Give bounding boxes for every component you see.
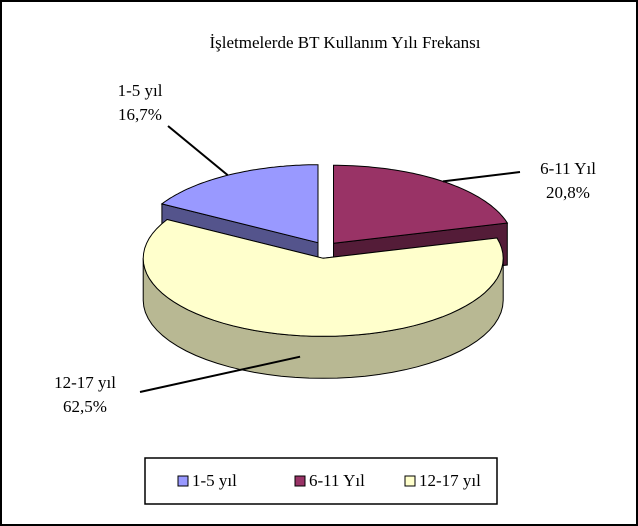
pie-slice: [333, 164, 509, 244]
data-label-value: 62,5%: [63, 397, 107, 416]
legend-box: [144, 457, 498, 505]
chart-title: İşletmelerde BT Kullanım Yılı Frekansı: [209, 33, 480, 52]
legend-label: 1-5 yıl: [192, 471, 237, 490]
data-label-category: 6-11 Yıl: [540, 159, 596, 178]
legend-label: 12-17 yıl: [419, 471, 481, 490]
pie-slice: [142, 218, 504, 337]
data-label-value: 16,7%: [118, 105, 162, 124]
slice-group: [142, 218, 504, 379]
leader-line: [442, 171, 521, 183]
legend-label: 6-11 Yıl: [309, 471, 365, 490]
data-label-value: 20,8%: [546, 183, 590, 202]
data-label-category: 1-5 yıl: [118, 81, 163, 100]
leader-line: [167, 125, 229, 176]
data-label-category: 12-17 yıl: [54, 373, 116, 392]
legend-swatch: [294, 475, 306, 487]
legend-swatch: [404, 475, 416, 487]
leader-line: [139, 355, 301, 393]
legend-swatch: [177, 475, 189, 487]
